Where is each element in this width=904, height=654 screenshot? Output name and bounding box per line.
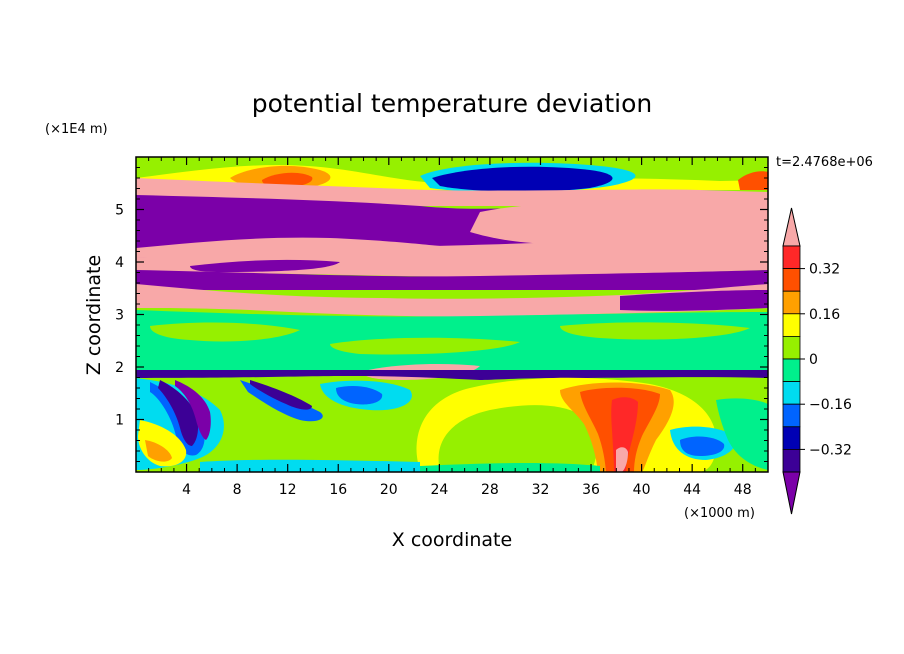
colorbar-swatch (782, 335, 801, 360)
x-tick-label: 40 (633, 482, 651, 498)
mid-lightgreen-patches (150, 322, 750, 355)
middle-purple-inclusion (190, 259, 340, 272)
colorbar-swatch (782, 381, 801, 405)
bottom-cyan-strip (200, 459, 420, 472)
x-tick-label: 28 (481, 482, 499, 498)
x-tick-label: 12 (279, 482, 297, 498)
lower-purple-streak (175, 380, 211, 440)
y-axis-label: Z coordinate (83, 255, 105, 375)
upper-pink-band (136, 178, 768, 206)
colorbar-label: 0.32 (809, 262, 840, 278)
upper-right-pink (470, 200, 768, 244)
lower-purple-band (136, 270, 768, 290)
colorbar-label: 0 (809, 352, 818, 368)
y-unit-label: (×1E4 m) (45, 122, 108, 137)
colorbar-label: −0.32 (809, 442, 852, 458)
x-tick-label: 20 (380, 482, 398, 498)
colorbar-swatch (782, 403, 801, 428)
colorbar: 0.32 0.16 0 −0.16 −0.32 (782, 207, 852, 515)
colorbar-label: 0.16 (809, 307, 840, 323)
lower-pink-band (136, 284, 768, 317)
colorbar-swatch (782, 358, 801, 383)
lower-left-orange (145, 440, 172, 462)
time-label: t=2.4768e+06 (776, 155, 873, 170)
top-right-red (738, 171, 768, 190)
x-tick-label: 16 (329, 482, 347, 498)
x-tick-label: 48 (734, 482, 752, 498)
x-tick-label: 4 (182, 482, 191, 498)
y-tick-label: 2 (115, 360, 124, 376)
colorbar-bottom-arrow (782, 471, 801, 515)
lower-blue-blob (336, 386, 383, 405)
chart-title: potential temperature deviation (252, 89, 652, 118)
colorbar-swatch (782, 245, 801, 270)
colorbar-top-arrow (782, 207, 801, 247)
lower-purple-plume (250, 380, 312, 410)
top-red-blob (262, 172, 313, 187)
x-axis: 4 8 12 16 20 24 28 32 36 40 44 48 (148, 157, 756, 498)
lower-blue-streak-b (158, 380, 199, 446)
x-tick-label: 8 (233, 482, 242, 498)
x-axis-label: X coordinate (392, 529, 512, 551)
x-tick-label: 36 (582, 482, 600, 498)
colorbar-label: −0.16 (809, 397, 852, 413)
right-blue-pocket (680, 436, 725, 456)
top-dark-ellipse (432, 166, 613, 192)
x-tick-label: 32 (532, 482, 550, 498)
y-tick-label: 4 (115, 255, 124, 271)
lower-purple-underlay (620, 290, 768, 311)
y-tick-label: 3 (115, 308, 124, 324)
colorbar-swatch (782, 448, 801, 473)
warm-pink-tip (616, 447, 628, 472)
x-unit-label: (×1000 m) (684, 506, 755, 521)
y-tick-label: 1 (115, 413, 124, 429)
x-tick-label: 24 (430, 482, 448, 498)
colorbar-swatch (782, 313, 801, 337)
dark-inversion-line (136, 370, 768, 380)
y-tick-label: 5 (115, 203, 124, 219)
colorbar-swatch (782, 426, 801, 450)
right-green-edge (716, 398, 768, 470)
y-axis: 1 2 3 4 5 (115, 167, 768, 462)
colorbar-swatch (782, 290, 801, 315)
heatmap-field (136, 157, 768, 472)
colorbar-swatch (782, 268, 801, 292)
x-tick-label: 44 (683, 482, 701, 498)
warm-green-interior (438, 405, 597, 470)
